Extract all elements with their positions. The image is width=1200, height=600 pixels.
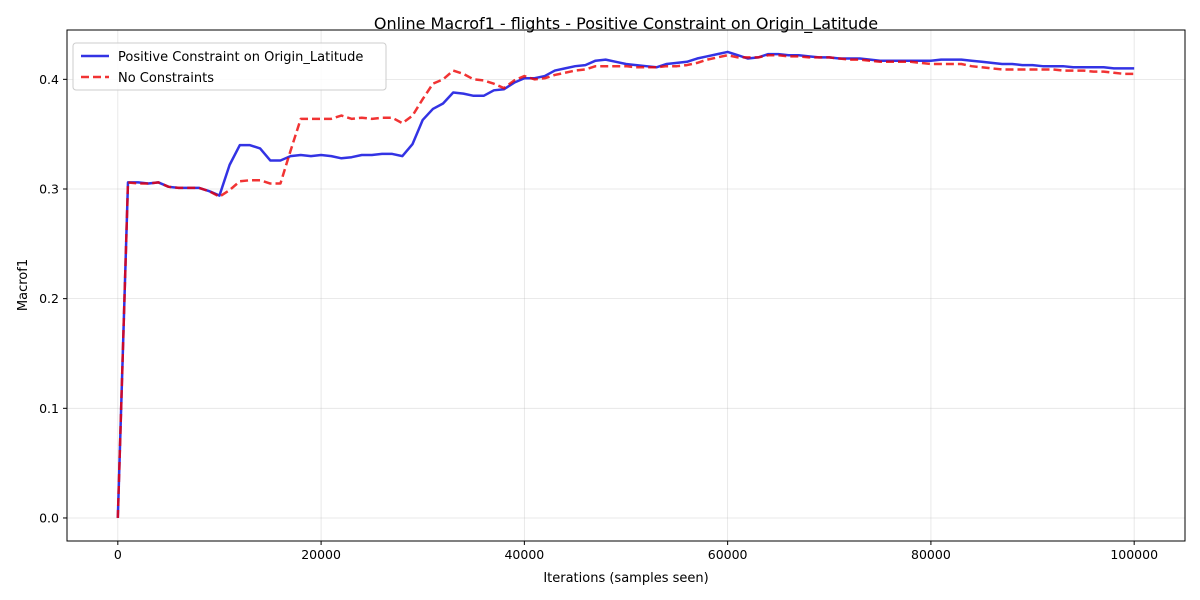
- plot-frame: [66, 29, 1186, 542]
- x-tick-label: 60000: [708, 547, 748, 562]
- x-axis-label: Iterations (samples seen): [543, 571, 708, 586]
- legend-box: [72, 42, 387, 91]
- y-tick-label: 0.1: [39, 401, 59, 416]
- legend: Positive Constraint on Origin_Latitude N…: [72, 42, 387, 91]
- y-tick-label: 0.2: [39, 291, 59, 306]
- grid-layer: [67, 30, 1185, 541]
- y-tick-label: 0.3: [39, 182, 59, 197]
- chart-title: Online Macrof1 - flights - Positive Cons…: [374, 14, 878, 34]
- series-layer: [116, 50, 1135, 519]
- x-tick-label: 40000: [504, 547, 544, 562]
- x-tick-label: 0: [114, 547, 122, 562]
- x-tick-label: 100000: [1110, 547, 1158, 562]
- legend-label-series-2: No Constraints: [118, 71, 214, 86]
- tick-layer: 0 20000 40000 60000 80000 100000 0.0 0.1 0.2 0.3 0…: [39, 72, 1158, 562]
- x-tick-label: 20000: [301, 547, 341, 562]
- y-axis-label: Macrof1: [16, 259, 31, 311]
- series-line-2: [116, 53, 1135, 519]
- y-tick-label: 0.0: [39, 510, 59, 525]
- x-tick-label: 80000: [911, 547, 951, 562]
- y-tick-label: 0.4: [39, 72, 59, 87]
- legend-label-series-1: Positive Constraint on Origin_Latitude: [118, 50, 363, 65]
